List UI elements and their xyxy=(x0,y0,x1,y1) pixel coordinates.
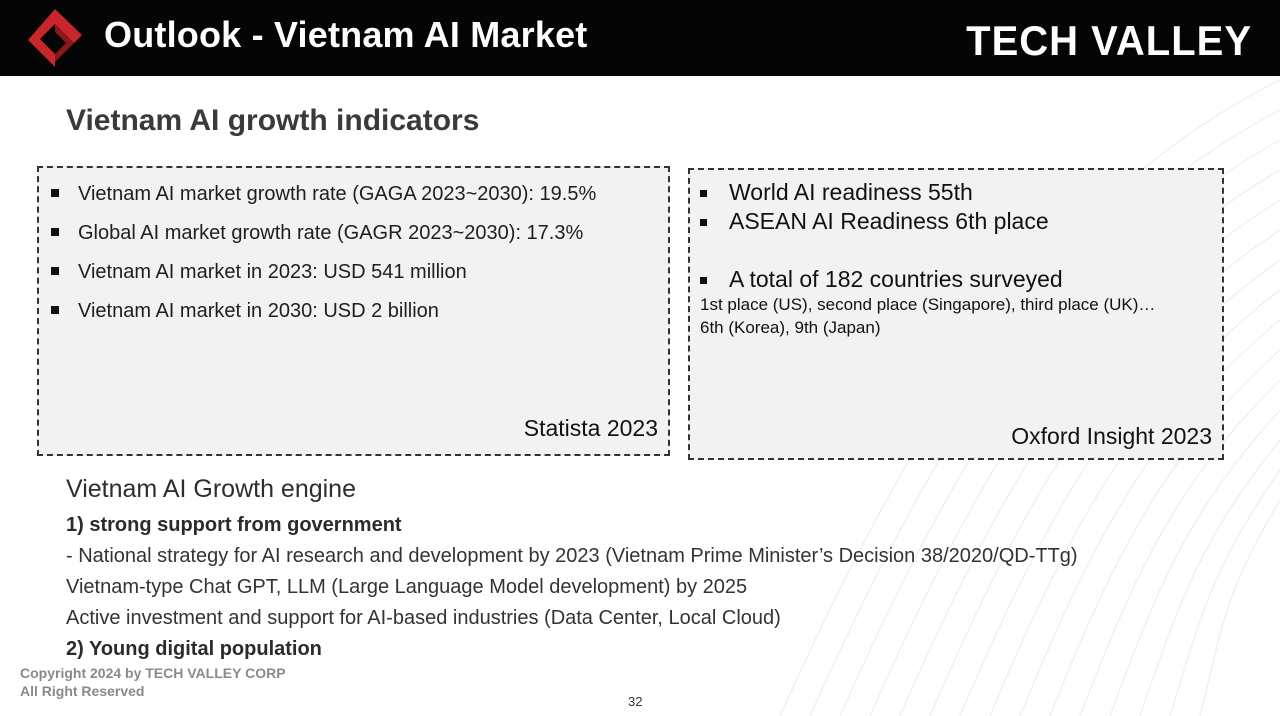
square-bullet-icon xyxy=(51,306,59,314)
ranking-note: 1st place (US), second place (Singapore)… xyxy=(700,293,1155,339)
indicators-box-oxford: World AI readiness 55th ASEAN AI Readine… xyxy=(688,168,1224,460)
ranking-note-line: 6th (Korea), 9th (Japan) xyxy=(700,318,881,337)
list-item: A total of 182 countries surveyed xyxy=(700,265,1063,294)
square-bullet-icon xyxy=(51,267,59,275)
copyright-notice: Copyright 2024 by TECH VALLEY CORP All R… xyxy=(20,665,286,699)
growth-engine-title: Vietnam AI Growth engine xyxy=(66,475,356,503)
growth-point-text: Active investment and support for AI-bas… xyxy=(66,607,781,629)
square-bullet-icon xyxy=(700,190,707,197)
square-bullet-icon xyxy=(51,228,59,236)
readiness-list: World AI readiness 55th ASEAN AI Readine… xyxy=(700,178,1063,294)
list-item: Vietnam AI market in 2030: USD 2 billion xyxy=(51,299,596,338)
indicator-list: Vietnam AI market growth rate (GAGA 2023… xyxy=(51,182,596,338)
slide-header: Outlook - Vietnam AI Market TECH VALLEY xyxy=(0,0,1280,76)
indicators-box-statista: Vietnam AI market growth rate (GAGA 2023… xyxy=(37,166,670,456)
list-item: Vietnam AI market growth rate (GAGA 2023… xyxy=(51,182,596,221)
list-item: World AI readiness 55th xyxy=(700,178,1063,207)
tech-valley-logo-icon xyxy=(28,9,82,67)
list-item: ASEAN AI Readiness 6th place xyxy=(700,207,1063,236)
source-label: Statista 2023 xyxy=(523,415,658,441)
source-label: Oxford Insight 2023 xyxy=(1011,423,1212,449)
brand-wordmark: TECH VALLEY xyxy=(966,18,1252,65)
list-spacer xyxy=(700,236,1063,265)
growth-engine-section: Vietnam AI Growth engine 1) strong suppo… xyxy=(66,474,1078,665)
list-item: Global AI market growth rate (GAGR 2023~… xyxy=(51,221,596,260)
growth-point-heading: 1) strong support from government xyxy=(66,514,402,536)
list-item: Vietnam AI market in 2023: USD 541 milli… xyxy=(51,260,596,299)
ranking-note-line: 1st place (US), second place (Singapore)… xyxy=(700,295,1156,314)
section-title: Vietnam AI growth indicators xyxy=(66,104,480,137)
growth-point-heading: 2) Young digital population xyxy=(66,638,322,660)
growth-point-text: - National strategy for AI research and … xyxy=(66,545,1078,567)
growth-point-text: Vietnam-type Chat GPT, LLM (Large Langua… xyxy=(66,576,748,598)
square-bullet-icon xyxy=(51,189,59,197)
square-bullet-icon xyxy=(700,277,707,284)
slide-title: Outlook - Vietnam AI Market xyxy=(104,14,588,55)
square-bullet-icon xyxy=(700,219,707,226)
page-number: 32 xyxy=(628,694,643,709)
